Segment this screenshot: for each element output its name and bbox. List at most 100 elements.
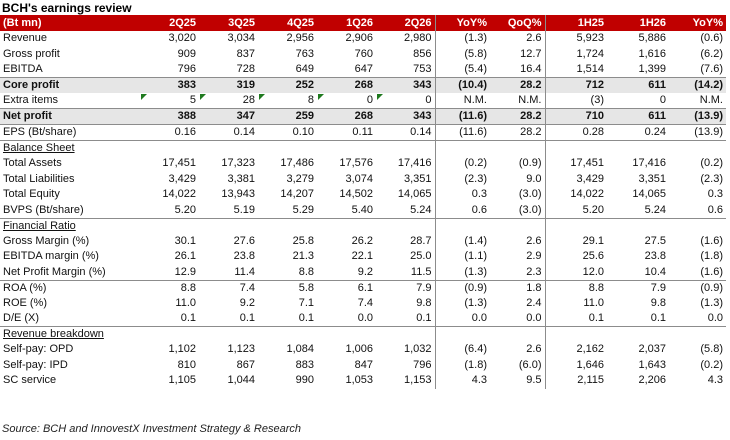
table-cell: 649 bbox=[295, 63, 314, 75]
table-cell: 14,502 bbox=[339, 188, 373, 201]
table-cell: 21.3 bbox=[292, 250, 314, 263]
table-cell: 3,020 bbox=[168, 32, 196, 45]
table-cell: 14,065 bbox=[397, 188, 432, 201]
table-cell: 28.7 bbox=[410, 234, 432, 247]
table-cell: (1.8) bbox=[700, 250, 723, 263]
table-cell: 17,486 bbox=[280, 157, 314, 170]
table-cell: (3.0) bbox=[518, 188, 542, 201]
table-cell: 347 bbox=[199, 108, 258, 125]
table-cell bbox=[669, 326, 726, 342]
table-cell: 9.2 bbox=[239, 296, 255, 309]
table-cell: 25.6 bbox=[544, 249, 607, 265]
table-cell bbox=[199, 326, 258, 342]
row-label: D/E (X) bbox=[3, 312, 40, 324]
table-cell: 3,351 bbox=[638, 172, 666, 185]
table-cell: 4.3 bbox=[434, 373, 490, 389]
table-cell: 728 bbox=[236, 63, 255, 75]
table-cell: (2.3) bbox=[434, 171, 490, 187]
table-row: Balance Sheet bbox=[0, 140, 726, 156]
table-row: Total Assets 17,451 17,323 17,486 17,576 17,4… bbox=[0, 156, 726, 172]
table-cell: 1,032 bbox=[403, 343, 432, 356]
table-cell: 16.4 bbox=[520, 63, 542, 75]
table-title: BCH's earnings review bbox=[2, 1, 132, 15]
table-cell: 0.6 bbox=[434, 202, 490, 218]
table-cell: 5.24 bbox=[644, 203, 666, 216]
row-label: BVPS (Bt/share) bbox=[3, 203, 84, 216]
table-cell: 3,279 bbox=[286, 172, 314, 185]
table-row: ROE (%) 11.0 9.2 7.1 7.4 9.8 (1.3) 2.4 11.0 9.8 (1… bbox=[0, 295, 726, 311]
table-cell: 710 bbox=[544, 108, 607, 125]
table-row: Financial Ratio bbox=[0, 217, 726, 234]
table-cell: 7.4 bbox=[357, 296, 373, 309]
table-cell: 867 bbox=[236, 358, 255, 371]
row-label: Total Equity bbox=[3, 188, 60, 201]
table-cell: (0.2) bbox=[700, 358, 723, 371]
table-cell: 5.8 bbox=[258, 279, 317, 296]
row-label: SC service bbox=[3, 374, 57, 387]
table-cell: (14.2) bbox=[669, 77, 726, 93]
table-cell bbox=[317, 140, 376, 156]
column-header: 2Q25 bbox=[140, 15, 199, 31]
table-cell: 5.20 bbox=[174, 203, 196, 216]
row-label: Core profit bbox=[0, 77, 140, 93]
table-cell: (1.4) bbox=[434, 233, 490, 249]
table-cell: 0 bbox=[376, 93, 435, 109]
table-cell: (0.9) bbox=[669, 279, 726, 296]
table-cell: 0.1 bbox=[298, 312, 314, 324]
table-cell: 0.1 bbox=[650, 312, 666, 324]
table-cell: 2.3 bbox=[526, 265, 542, 278]
row-label: Net profit bbox=[0, 108, 140, 125]
table-cell: 6.1 bbox=[317, 279, 376, 296]
table-cell: 1,084 bbox=[286, 343, 314, 356]
table-cell: 388 bbox=[140, 108, 199, 125]
table-cell: 11.0 bbox=[544, 295, 607, 311]
table-cell bbox=[140, 140, 199, 156]
table-cell: 23.8 bbox=[644, 250, 666, 263]
table-row: Net Profit Margin (%) 12.9 11.4 8.8 9.2 11.5(… bbox=[0, 264, 726, 280]
table-cell: 12.9 bbox=[174, 265, 196, 278]
table-cell: N.M. bbox=[434, 93, 490, 109]
table-cell: 1,102 bbox=[168, 343, 196, 356]
table-cell bbox=[140, 217, 199, 234]
row-label: Extra items bbox=[3, 94, 59, 106]
table-cell: 2.6 bbox=[526, 32, 542, 45]
table-cell: 11.0 bbox=[175, 296, 196, 309]
table-cell bbox=[376, 326, 435, 342]
table-cell: 11.4 bbox=[234, 265, 255, 278]
table-cell: 0.24 bbox=[607, 124, 669, 141]
table-cell: 0 bbox=[317, 93, 376, 109]
table-cell: 5.29 bbox=[292, 203, 314, 216]
table-cell: (1.3) bbox=[434, 264, 490, 280]
table-cell bbox=[434, 140, 490, 156]
table-cell: 0.1 bbox=[239, 312, 255, 324]
table-cell: 5,886 bbox=[638, 32, 666, 45]
table-cell: 796 bbox=[413, 358, 432, 371]
table-cell: 0.3 bbox=[434, 187, 490, 203]
column-header: 4Q25 bbox=[258, 15, 317, 31]
table-cell: 0.1 bbox=[544, 311, 607, 327]
table-cell: 383 bbox=[140, 77, 199, 93]
table-cell bbox=[544, 217, 607, 234]
table-cell: (10.4) bbox=[434, 77, 490, 93]
table-cell bbox=[490, 326, 545, 342]
row-label: EBITDA bbox=[3, 63, 43, 75]
table-cell: (5.8) bbox=[700, 343, 723, 356]
table-cell: 11.5 bbox=[410, 265, 432, 278]
row-label: Total Assets bbox=[3, 157, 62, 170]
table-cell: (3) bbox=[544, 93, 607, 109]
table-cell: 7.1 bbox=[298, 296, 314, 309]
table-cell: (11.6) bbox=[434, 124, 490, 141]
row-label: ROE (%) bbox=[3, 296, 47, 309]
table-cell: 2,162 bbox=[544, 342, 607, 358]
table-cell: 0 bbox=[659, 94, 666, 106]
table-row: Gross profit 909 837 763 760 856 (5.8) 12.7 1,72… bbox=[0, 46, 726, 62]
table-cell: 1,053 bbox=[345, 374, 373, 387]
table-cell: 26.1 bbox=[174, 250, 196, 263]
column-header: YoY% bbox=[434, 15, 490, 31]
table-cell: 25.0 bbox=[410, 250, 432, 263]
table-cell: (3.0) bbox=[518, 203, 542, 216]
table-cell: 268 bbox=[317, 77, 376, 93]
table-cell: 17,451 bbox=[162, 157, 196, 170]
table-cell bbox=[317, 326, 376, 342]
table-cell: 3,074 bbox=[345, 172, 373, 185]
